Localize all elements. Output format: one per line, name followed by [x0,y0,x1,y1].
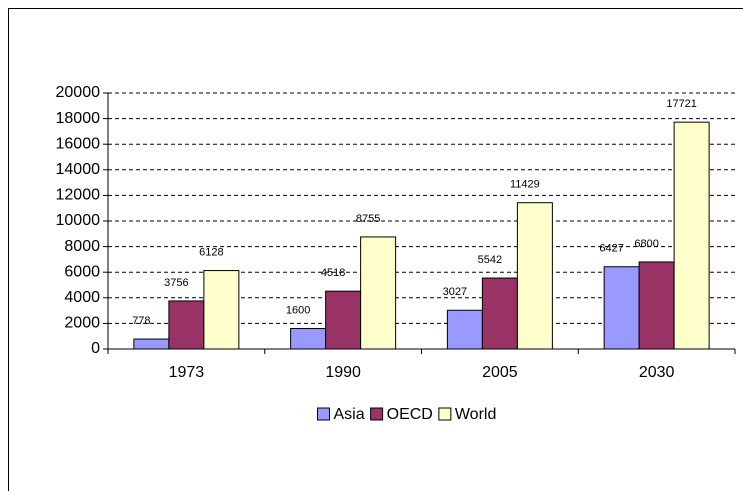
bar [203,270,240,350]
x-tick-label: 2030 [639,364,675,381]
legend-label: World [455,406,497,423]
bar [603,266,640,350]
value-label: 5542 [478,254,502,266]
bar [638,261,675,350]
y-tick-label: 18000 [56,110,101,127]
y-tick-label: 4000 [64,289,100,306]
value-label: 3756 [164,277,188,289]
value-label: 6800 [634,238,658,250]
bar [481,277,518,350]
x-tick-label: 1973 [169,364,205,381]
y-tick-label: 12000 [56,187,101,204]
y-tick-label: 14000 [56,161,101,178]
value-label: 8755 [356,213,380,225]
legend-swatch [370,407,384,421]
y-tick-label: 10000 [56,212,101,229]
bar [133,338,170,350]
bar [446,309,483,350]
bar [325,290,362,350]
value-label: 3027 [443,286,467,298]
x-tick-label: 2005 [482,364,518,381]
legend-swatch [317,407,330,421]
y-tick-label: 8000 [64,238,100,255]
bar [360,236,397,350]
value-label: 6427 [599,243,623,255]
value-label: 6128 [199,246,223,258]
y-tick-label: 0 [91,340,100,357]
y-tick-label: 16000 [56,135,101,152]
bar [673,121,710,350]
y-tick-label: 20000 [56,84,101,101]
value-label: 11429 [510,179,540,191]
x-tick-label: 1990 [325,364,361,381]
bar [290,328,327,350]
bar [168,300,205,350]
bar [516,202,553,350]
value-label: 778 [132,315,150,327]
value-label: 17721 [666,98,697,110]
legend-swatch [438,407,452,421]
y-tick-label: 2000 [64,315,100,332]
legend-label: Asia [334,406,365,423]
legend-label: OECD [387,406,433,423]
value-label: 1600 [286,304,310,316]
y-tick-label: 6000 [64,263,100,280]
value-label: 4518 [321,267,345,279]
